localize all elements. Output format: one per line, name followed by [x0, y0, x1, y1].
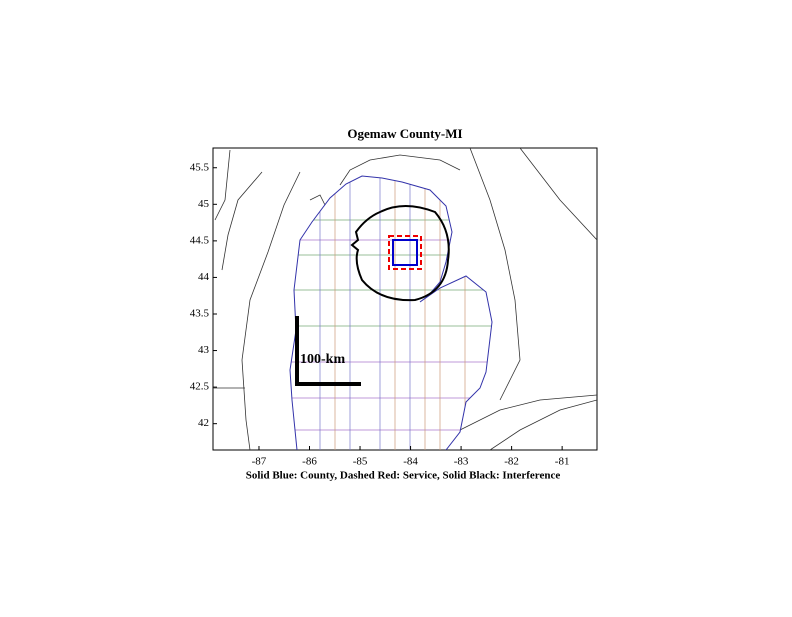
- y-tick-label: 45: [198, 198, 210, 210]
- state-outline: [289, 175, 493, 450]
- x-tick-label: -84: [403, 456, 418, 468]
- county-area: [392, 239, 418, 266]
- x-tick-label: -87: [252, 456, 267, 468]
- upper-peninsula: [309, 154, 461, 206]
- y-tick-label: 43.5: [190, 308, 210, 320]
- x-tick-label: -81: [555, 456, 570, 468]
- scale-label: 100-km: [300, 352, 345, 367]
- plot-frame: [212, 147, 598, 451]
- county-lines: [290, 176, 492, 450]
- y-tick-label: 43: [198, 344, 210, 356]
- x-tick-label: -82: [504, 456, 519, 468]
- y-tick-label: 42.5: [190, 381, 210, 393]
- y-tick-label: 45.5: [190, 161, 210, 173]
- scale-bar: [295, 316, 361, 386]
- x-axis-label: Solid Blue: County, Dashed Red: Service,…: [246, 470, 561, 482]
- y-tick-label: 44: [198, 271, 210, 283]
- interference-contour: [350, 205, 450, 302]
- lake-shore: [241, 171, 301, 450]
- shore: [459, 148, 597, 450]
- shore: [213, 149, 263, 389]
- y-tick-label: 44.5: [190, 234, 210, 246]
- x-tick-label: -86: [302, 456, 317, 468]
- service-area: [388, 235, 422, 270]
- chart-title: Ogemaw County-MI: [347, 126, 462, 141]
- y-tick-label: 42: [198, 417, 209, 429]
- x-tick-label: -85: [353, 456, 368, 468]
- x-tick-label: -83: [454, 456, 469, 468]
- map: 100-km: [213, 148, 597, 450]
